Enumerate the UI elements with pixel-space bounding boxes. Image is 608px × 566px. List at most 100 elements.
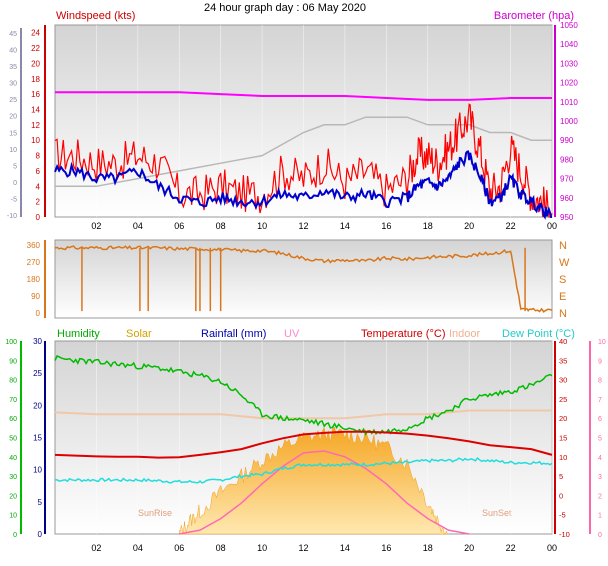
y-tick-label: 8: [598, 378, 602, 385]
y-tick-label: 10: [31, 136, 40, 145]
y-tick-label: 10: [598, 339, 606, 346]
series-previous-line: [55, 116, 552, 188]
y-tick-label: 70: [9, 397, 17, 404]
y-tick-label: 5: [598, 436, 602, 443]
y-tick-label: 0: [598, 532, 602, 539]
y-tick-label: 6: [598, 416, 602, 423]
x-tick-label: 08: [216, 543, 226, 553]
y-tick-label: 10: [559, 453, 567, 462]
series-humidity-line: [54, 355, 553, 436]
y-tick-label: 30: [559, 376, 567, 385]
compass-label: W: [559, 257, 570, 269]
y-tick-label: 90: [31, 292, 40, 301]
x-tick-label: 16: [381, 221, 391, 231]
y-tick-label: 5: [13, 163, 17, 170]
y-tick-label: 20: [33, 401, 42, 410]
series-gust-line: [54, 103, 553, 218]
y-tick-label: 50: [9, 436, 17, 443]
y-tick-label: 60: [9, 416, 17, 423]
x-tick-label: 14: [340, 543, 350, 553]
y-tick-label: 9: [598, 358, 602, 365]
x-tick-label: 18: [423, 543, 433, 553]
y-tick-label: 180: [27, 275, 41, 284]
y-tick-label: 14: [31, 105, 40, 114]
y-tick-label: 1000: [560, 117, 578, 126]
series-solar-area: [178, 426, 449, 535]
sunset-label: SunSet: [482, 508, 512, 518]
series-dewpoint-line: [54, 457, 553, 484]
y-tick-label: 40: [559, 337, 567, 346]
y-tick-label: 20: [9, 493, 17, 500]
x-tick-label: 02: [91, 221, 101, 231]
y-tick-label: 15: [559, 434, 567, 443]
y-tick-label: 1050: [560, 21, 578, 30]
y-tick-label: 990: [560, 136, 574, 145]
y-tick-label: 0: [36, 213, 41, 222]
legend-solar: Solar: [126, 328, 152, 340]
y-tick-label: 1040: [560, 40, 578, 49]
compass-label: E: [559, 291, 566, 303]
y-tick-label: 15: [9, 130, 17, 137]
x-tick-label: 04: [133, 221, 143, 231]
y-tick-label: 10: [9, 147, 17, 154]
x-tick-label: 22: [506, 543, 516, 553]
y-tick-label: 1020: [560, 79, 578, 88]
y-tick-label: 6: [36, 167, 41, 176]
compass-label: S: [559, 274, 566, 286]
y-tick-label: 10: [33, 466, 42, 475]
x-tick-label: 20: [464, 543, 474, 553]
x-tick-label: 20: [464, 221, 474, 231]
x-tick-label: 08: [216, 221, 226, 231]
direction-panel-bg: [54, 239, 553, 319]
y-tick-label: 12: [31, 121, 40, 130]
legend-humidity: Humidity: [57, 328, 100, 340]
y-tick-label: 35: [559, 356, 567, 365]
x-tick-label: 10: [257, 543, 267, 553]
y-tick-label: 4: [36, 182, 41, 191]
x-tick-label: 16: [381, 543, 391, 553]
y-tick-label: 35: [9, 64, 17, 71]
y-tick-label: 40: [9, 48, 17, 55]
y-tick-label: 5: [559, 472, 563, 481]
y-tick-label: 22: [31, 44, 40, 53]
y-tick-label: 0: [36, 309, 41, 318]
y-tick-label: 1030: [560, 59, 578, 68]
y-tick-label: 20: [9, 114, 17, 121]
x-tick-label: 06: [174, 543, 184, 553]
series-windspeed-line: [54, 150, 552, 220]
y-tick-label: -10: [7, 213, 17, 220]
sunrise-label: SunRise: [138, 508, 172, 518]
y-tick-label: 24: [31, 29, 40, 38]
y-tick-label: 90: [9, 358, 17, 365]
y-tick-label: 25: [9, 97, 17, 104]
y-tick-label: 45: [9, 31, 17, 38]
compass-label: N: [559, 240, 567, 252]
y-tick-label: 960: [560, 194, 574, 203]
y-tick-label: 0: [38, 530, 43, 539]
series-temperature-line: [54, 430, 553, 459]
y-tick-label: 30: [9, 474, 17, 481]
y-tick-label: 3: [598, 474, 602, 481]
y-tick-label: 0: [13, 180, 17, 187]
y-tick-label: 0: [13, 532, 17, 539]
x-tick-label: 18: [423, 221, 433, 231]
y-tick-label: 18: [31, 75, 40, 84]
y-tick-label: 16: [31, 90, 40, 99]
windspeed-label: Windspeed (kts): [56, 10, 135, 22]
compass-label: N: [559, 308, 567, 320]
legend-temperature: Temperature (°C): [361, 328, 445, 340]
y-tick-label: 40: [9, 455, 17, 462]
y-tick-label: 20: [31, 59, 40, 68]
legend-indoor: Indoor: [449, 328, 481, 340]
y-tick-label: 8: [36, 152, 41, 161]
chart-title: 24 hour graph day : 06 May 2020: [204, 2, 366, 14]
x-tick-label: 04: [133, 543, 143, 553]
y-tick-label: 360: [27, 241, 41, 250]
y-tick-label: 100: [5, 339, 17, 346]
legend-rainfall: Rainfall (mm): [201, 328, 266, 340]
chart-marks: 0202040406060808101012121414161618182020…: [5, 21, 606, 553]
y-tick-label: 4: [598, 455, 602, 462]
series-uv-line: [179, 450, 470, 535]
